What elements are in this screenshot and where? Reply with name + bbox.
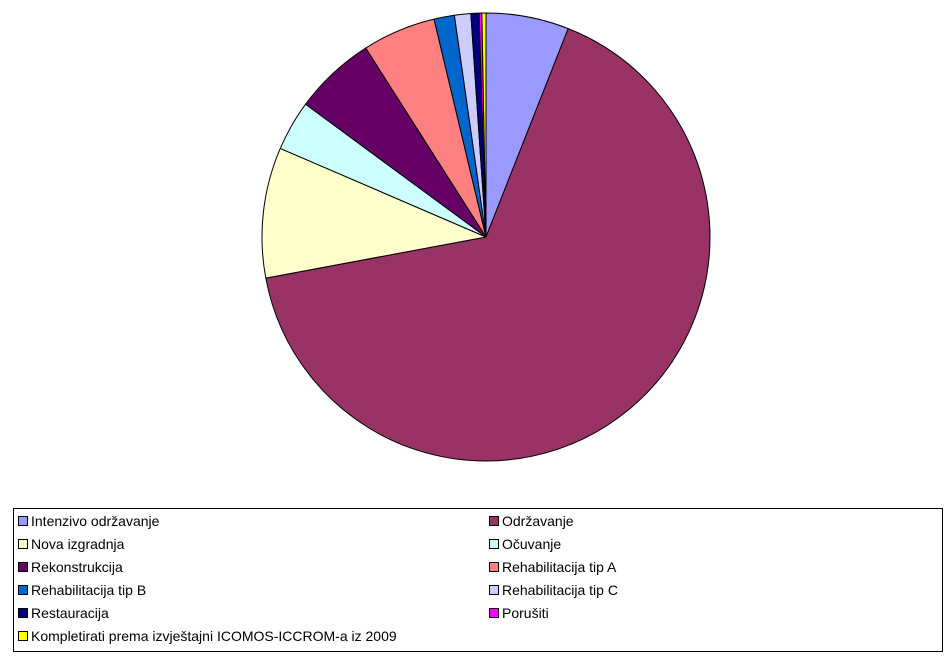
pie-slice-2 (265, 28, 711, 462)
legend-label: Intenzivo održavanje (31, 513, 160, 529)
legend-label: Porušiti (502, 605, 549, 621)
pie-slice-3 (261, 147, 487, 279)
legend-label: Restauracija (31, 605, 109, 621)
pie-slice-11 (481, 12, 487, 238)
legend-label: Nova izgradnja (31, 536, 125, 552)
legend-swatch (489, 585, 499, 595)
legend-label: Očuvanje (502, 536, 562, 552)
legend-label: Rekonstrukcija (31, 559, 123, 575)
legend-swatch (489, 562, 499, 572)
legend-label: Rehabilitacija tip B (31, 582, 147, 598)
legend: Intenzivo održavanje Održavanje Nova izgra… (13, 508, 943, 652)
legend-item: Porušiti (489, 603, 549, 623)
legend-item: Održavanje (489, 511, 574, 531)
legend-swatch (489, 539, 499, 549)
legend-item: Kompletirati prema izvještajni ICOMOS-IC… (18, 626, 397, 646)
legend-label: Rehabilitacija tip C (502, 582, 618, 598)
legend-swatch (18, 608, 28, 618)
legend-item: Restauracija (18, 603, 109, 623)
legend-label: Rehabilitacija tip A (502, 559, 617, 575)
legend-swatch (18, 562, 28, 572)
legend-item: Intenzivo održavanje (18, 511, 159, 531)
legend-label: Kompletirati prema izvještajni ICOMOS-IC… (31, 628, 397, 644)
legend-swatch (489, 516, 499, 526)
legend-item: Nova izgradnja (18, 534, 124, 554)
legend-item: Očuvanje (489, 534, 561, 554)
legend-swatch (18, 631, 28, 641)
pie-chart (261, 12, 711, 462)
legend-swatch (18, 585, 28, 595)
legend-label: Održavanje (502, 513, 574, 529)
legend-swatch (18, 539, 28, 549)
legend-swatch (489, 608, 499, 618)
pie-chart-svg (261, 12, 711, 462)
legend-item: Rehabilitacija tip C (489, 580, 618, 600)
legend-item: Rehabilitacija tip A (489, 557, 616, 577)
legend-item: Rehabilitacija tip B (18, 580, 146, 600)
legend-item: Rekonstrukcija (18, 557, 123, 577)
legend-swatch (18, 516, 28, 526)
